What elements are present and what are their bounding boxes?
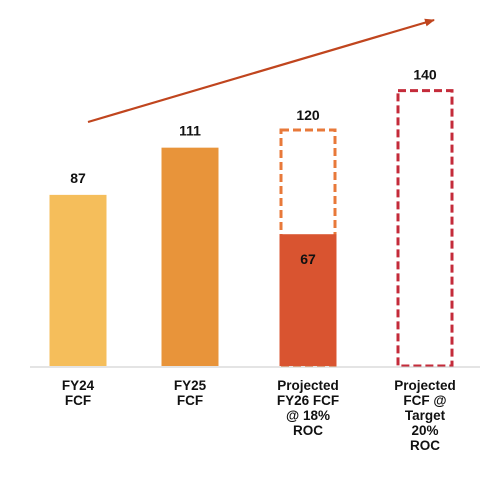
category-label-2: Projected FY26 FCF @ 18% ROC: [277, 378, 339, 438]
category-label-0: FY24 FCF: [62, 378, 95, 408]
bar-value-label-1: 111: [179, 123, 201, 139]
category-label-line: 20%: [411, 423, 438, 438]
category-label-line: ROC: [410, 438, 440, 453]
category-label-3: Projected FCF @ Target 20% ROC: [394, 378, 456, 453]
category-label-line: Projected: [277, 378, 339, 393]
bars-layer: [49, 89, 454, 368]
category-label-line: FY26 FCF: [277, 393, 339, 408]
bar-2: [279, 234, 337, 366]
bar-0: [49, 194, 107, 366]
category-label-line: FY25: [174, 378, 207, 393]
bar-value-label-0: 87: [70, 170, 86, 186]
bar-3: [396, 89, 454, 368]
category-label-line: Projected: [394, 378, 456, 393]
bar-1: [161, 147, 219, 366]
category-label-1: FY25 FCF: [174, 378, 207, 408]
category-label-line: ROC: [293, 423, 323, 438]
category-label-line: FCF: [65, 393, 91, 408]
trend-arrow: [87, 18, 435, 124]
bar-value-label-2: 67: [300, 251, 316, 267]
category-label-line: FCF @: [403, 393, 446, 408]
bar-value-label-3: 140: [413, 67, 437, 83]
category-label-line: Target: [405, 408, 446, 423]
category-label-line: @ 18%: [286, 408, 330, 423]
bar-outline-label-2: 120: [296, 107, 320, 123]
category-label-line: FCF: [177, 393, 203, 408]
category-label-line: FY24: [62, 378, 95, 393]
